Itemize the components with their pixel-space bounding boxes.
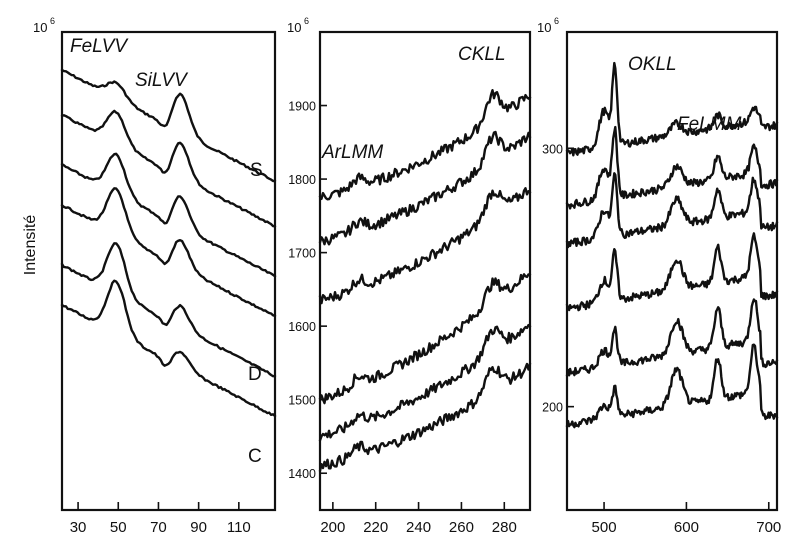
peak-label-o-kll: OKLL [628, 54, 677, 75]
spectrum-line [318, 89, 532, 201]
spectrum-line [318, 323, 532, 442]
peak-label-si-lvv: SiLVV [135, 70, 189, 91]
x-tick-label: 600 [674, 519, 699, 536]
spectrum-line [565, 172, 779, 249]
spectrum-line [565, 232, 779, 312]
panel-1-scale-exponent: 6 [50, 16, 55, 26]
x-tick-label: 30 [70, 519, 87, 536]
x-tick-label: 260 [449, 519, 474, 536]
y-tick-label: 1700 [288, 247, 316, 261]
spectrum-line [60, 68, 277, 183]
y-axis-title: Intensité [22, 215, 39, 276]
spectrum-line [60, 242, 277, 378]
y-tick-label: 1600 [288, 320, 316, 334]
x-tick-label: 110 [227, 519, 251, 536]
panel-1-scale-base: 10 [33, 20, 47, 35]
spectrum-line [318, 187, 532, 305]
panel-3-scale-exponent: 6 [554, 16, 559, 26]
x-tick-label: 280 [492, 519, 517, 536]
panel-2-scale-exponent: 6 [304, 16, 309, 26]
y-tick-label: 1400 [288, 467, 316, 481]
panel-2-scale-base: 10 [287, 20, 301, 35]
spectrum-line [318, 362, 532, 473]
peak-label-fe-lvv: FeLVV [70, 36, 129, 57]
x-tick-label: 220 [363, 519, 388, 536]
y-tick-label: 1900 [288, 100, 316, 114]
panel-2-frame [318, 30, 532, 512]
spectrum-line [60, 279, 277, 418]
y-tick-label: 1500 [288, 394, 316, 408]
panel-3-frame [565, 30, 779, 512]
x-tick-label: 90 [190, 519, 207, 536]
y-tick-label: 200 [542, 401, 563, 415]
panel-si-fe-lvv: 10 6 FeLVV SiLVV S D C 30 50 70 90 110 [33, 16, 277, 536]
spectrum-line [565, 343, 779, 429]
x-tick-label: 50 [110, 519, 127, 536]
peak-label-ar-lmm: ArLMM [321, 142, 383, 163]
curve-label-c: C [248, 446, 262, 467]
spectrum-line [565, 125, 779, 210]
spectrum-line [318, 273, 532, 405]
x-tick-label: 70 [150, 519, 167, 536]
spectrum-line [60, 187, 277, 317]
spectrum-line [565, 61, 779, 157]
spectrum-line [318, 130, 532, 246]
x-tick-label: 240 [406, 519, 431, 536]
panel-c-kll: 10 6 ArLMM CKLL 200 220 240 260 280 1900 1800 1… [287, 16, 532, 536]
spectrum-line [565, 298, 779, 377]
x-tick-label: 700 [756, 519, 781, 536]
curve-label-d: D [248, 364, 262, 385]
y-tick-label: 1800 [288, 173, 316, 187]
x-tick-label: 200 [320, 519, 345, 536]
panel-3-scale-base: 10 [537, 20, 551, 35]
y-tick-label: 300 [542, 142, 563, 156]
peak-label-c-kll: CKLL [458, 44, 506, 65]
panel-1-frame [60, 30, 277, 512]
x-tick-label: 500 [592, 519, 617, 536]
spectrum-line [60, 109, 277, 228]
spectrum-line [60, 152, 277, 278]
